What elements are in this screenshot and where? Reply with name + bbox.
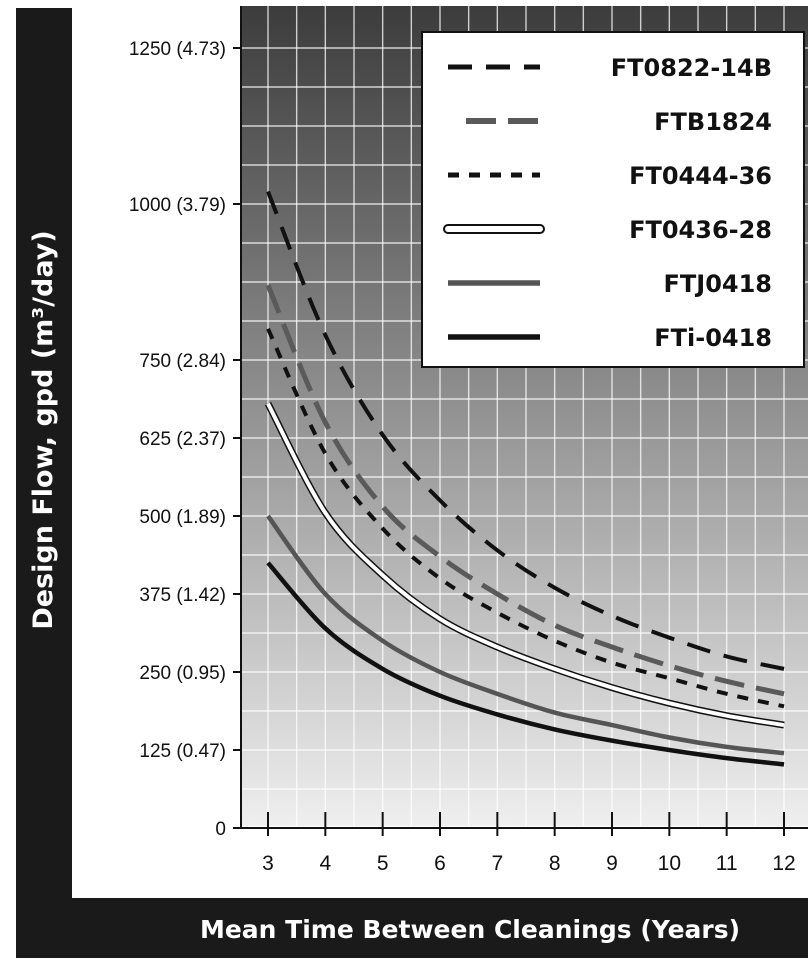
x-tick-label: 5 <box>377 852 389 875</box>
y-tick-label: 750 (2.84) <box>139 351 226 372</box>
legend-label: FTi-0418 <box>654 324 772 352</box>
x-tick-label: 4 <box>319 852 331 875</box>
series-line-ft0822-14b <box>266 190 785 671</box>
legend-item-ft0436-28: FT0436-28 <box>443 216 772 244</box>
legend-item-fti-0418: FTi-0418 <box>448 324 772 352</box>
y-tick-label: 250 (0.95) <box>139 663 226 684</box>
legend-item-ftb1824: FTB1824 <box>466 108 772 136</box>
y-tick-label: 1250 (4.73) <box>129 39 226 60</box>
x-ticks: 3 4 5 6 7 8 9 10 11 12 <box>262 812 796 875</box>
legend-box <box>421 31 805 368</box>
legend-item-ftj0418: FTJ0418 <box>448 270 772 298</box>
series-line-ftj0418 <box>266 514 785 756</box>
y-axis-title: Design Flow, gpd (m³/day) <box>28 230 59 629</box>
legend-label: FTB1824 <box>654 108 772 136</box>
y-tick-label: 125 (0.47) <box>139 741 226 762</box>
legend: FT0822-14B FTB1824 FT0444-36 FT0436-28 FTJ04… <box>421 31 805 368</box>
x-axis-title: Mean Time Between Cleanings (Years) <box>200 915 740 944</box>
legend-item-ft0444-36: FT0444-36 <box>448 162 772 190</box>
x-tick-label: 10 <box>658 852 681 875</box>
x-tick-label: 11 <box>716 852 738 875</box>
series-line-ft0436-28 <box>266 402 785 728</box>
x-tick-label: 3 <box>262 852 274 875</box>
series-line-ftb1824 <box>265 284 785 697</box>
y-ticks: 0 125 (0.47) 250 (0.95) 375 (1.42) 500 (1.89… <box>129 39 241 840</box>
y-tick-label: 0 <box>215 819 226 840</box>
legend-label: FT0436-28 <box>629 216 772 244</box>
legend-label: FT0444-36 <box>629 162 772 190</box>
xlabel-band <box>16 898 808 958</box>
y-tick-label: 500 (1.89) <box>139 507 226 528</box>
legend-label: FT0822-14B <box>611 54 772 82</box>
x-tick-label: 6 <box>434 852 446 875</box>
y-tick-label: 375 (1.42) <box>139 585 226 606</box>
ylabel-band <box>16 8 72 958</box>
legend-label: FTJ0418 <box>664 270 773 298</box>
x-tick-label: 7 <box>491 852 503 875</box>
x-tick-label: 9 <box>606 852 618 875</box>
series-line-fti-0418 <box>266 561 785 767</box>
series-lines <box>264 190 785 767</box>
y-tick-label: 625 (2.37) <box>139 429 226 450</box>
legend-item-ft0822-14b: FT0822-14B <box>448 54 772 82</box>
x-tick-label: 8 <box>549 852 561 875</box>
y-tick-label: 1000 (3.79) <box>129 195 226 216</box>
x-tick-label: 12 <box>772 852 795 875</box>
series-line-ft0444-36 <box>266 327 785 709</box>
